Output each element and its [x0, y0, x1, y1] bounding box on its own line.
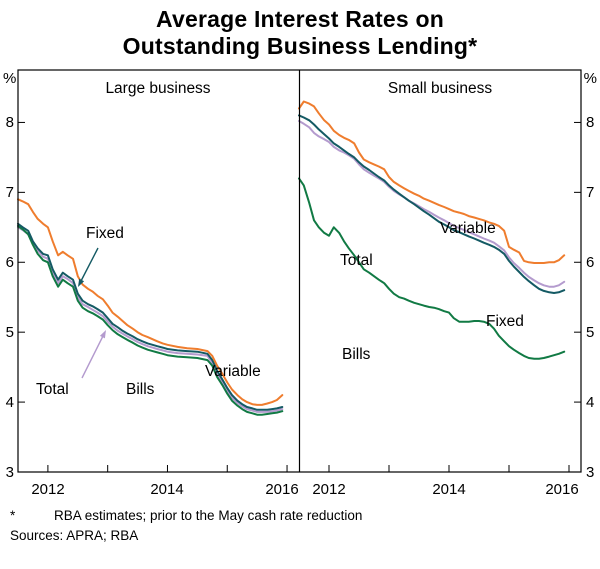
series-label-total-right: Total [340, 252, 373, 269]
panel-title-large-business: Large business [105, 80, 210, 97]
series-label-fixed-right: Fixed [486, 313, 524, 330]
y-tick-label: 7 [586, 184, 594, 201]
x-tick-label: 2016 [265, 481, 298, 498]
series-label-total-left: Total [36, 381, 69, 398]
footnote-text: RBA estimates; prior to the May cash rat… [54, 508, 363, 524]
chart-svg: % % 8 7 6 5 4 3 8 7 6 5 4 3 Large busine… [3, 69, 597, 498]
y-tick-label: 7 [6, 184, 14, 201]
series-label-bills-left: Bills [126, 381, 155, 398]
x-tick-label: 2016 [545, 481, 578, 498]
footnote-marker: * [10, 508, 16, 524]
y-tick-label: 3 [6, 464, 14, 481]
y-tick-label: 6 [586, 254, 594, 271]
fixed-arrow [80, 247, 99, 282]
series-label-fixed-left: Fixed [86, 225, 124, 242]
series-line-variable-0 [17, 198, 284, 407]
ticks-group [18, 122, 581, 473]
y-tick-label: 3 [586, 464, 594, 481]
total-arrowhead [99, 330, 106, 339]
series-line-fixed-0 [17, 223, 284, 412]
y-tick-label: 6 [6, 254, 14, 271]
series-line-fixed-1 [298, 114, 566, 295]
panel-title-small-business: Small business [388, 80, 492, 97]
sources-row: Sources: APRA; RBA [10, 526, 600, 546]
sources-text: Sources: APRA; RBA [10, 527, 139, 543]
y-unit-right: % [584, 70, 597, 87]
x-tick-label: 2012 [31, 481, 64, 498]
x-tick-label: 2012 [312, 481, 345, 498]
footnote-row: * RBA estimates; prior to the May cash r… [10, 506, 600, 526]
y-tick-label: 8 [6, 114, 14, 131]
x-tick-label: 2014 [432, 481, 465, 498]
series-group-1 [298, 100, 566, 360]
series-line-total-0 [17, 226, 284, 414]
series-label-variable-left: Variable [205, 363, 261, 380]
y-tick-label: 4 [586, 394, 594, 411]
total-arrow [81, 335, 104, 379]
y-tick-label: 4 [6, 394, 14, 411]
series-group-0 [17, 198, 284, 416]
series-label-bills-right: Bills [342, 346, 371, 363]
series-line-total-1 [298, 120, 566, 288]
y-tick-label: 8 [586, 114, 594, 131]
y-tick-label: 5 [6, 324, 14, 341]
footnotes: * RBA estimates; prior to the May cash r… [10, 506, 600, 545]
fixed-arrowhead [78, 278, 85, 288]
series-label-variable-right: Variable [440, 220, 496, 237]
series-line-bills-0 [17, 225, 284, 416]
y-tick-label: 5 [586, 324, 594, 341]
series-line-variable-1 [298, 100, 566, 265]
x-tick-label: 2014 [150, 481, 183, 498]
y-unit-left: % [3, 70, 16, 87]
series-line-bills-1 [298, 177, 566, 360]
page-title: Average Interest Rates on Outstanding Bu… [122, 6, 478, 60]
